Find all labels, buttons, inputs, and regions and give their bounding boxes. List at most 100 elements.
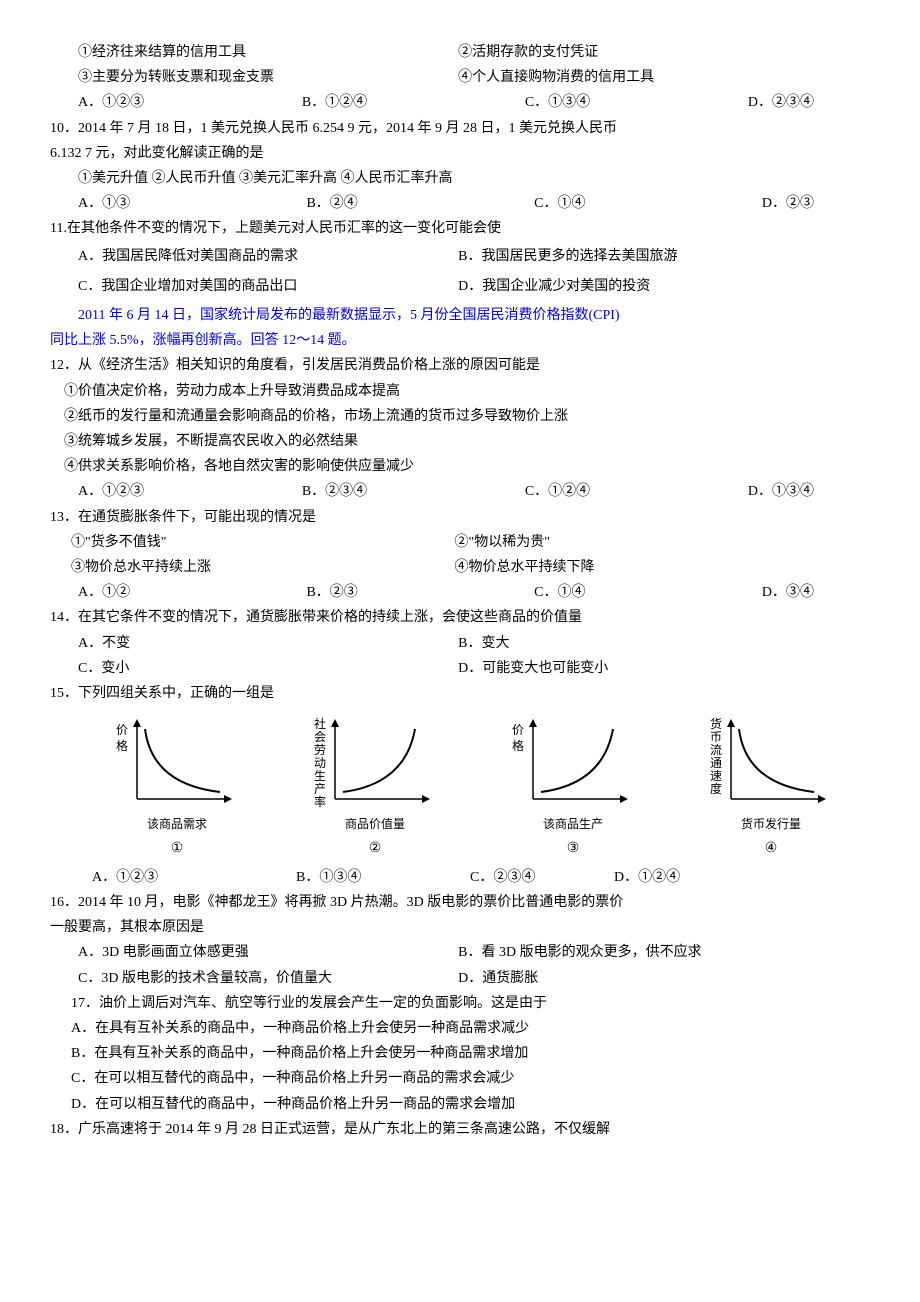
chart-4-yl3: 流 (710, 743, 722, 757)
q9-C: C．①③④ (525, 90, 590, 115)
q12-o4: ④供求关系影响价格，各地自然灾害的影响使供应量减少 (50, 454, 870, 479)
q17-C: C．在可以相互替代的商品中，一种商品价格上升另一商品的需求会减少 (50, 1066, 870, 1091)
q12-A: A．①②③ (78, 479, 144, 504)
context-l1: 2011 年 6 月 14 日，国家统计局发布的最新数据显示，5 月份全国居民消… (50, 303, 870, 328)
q15-C: C．②③④ (470, 865, 590, 890)
q15-B: B．①③④ (296, 865, 446, 890)
chart-2-yl7: 率 (314, 794, 326, 809)
chart-1-ylabel-2: 格 (116, 738, 128, 753)
q11-row2: C．我国企业增加对美国的商品出口 D．我国企业减少对美国的投资 (50, 272, 870, 303)
q13-o4: ④物价总水平持续下降 (455, 555, 839, 580)
q15-stem: 15．下列四组关系中，正确的一组是 (50, 681, 870, 706)
q11-row1: A．我国居民降低对美国商品的需求 B．我国居民更多的选择去美国旅游 (50, 242, 870, 273)
q10-C: C．①④ (534, 191, 585, 216)
q10-B: B．②④ (306, 191, 357, 216)
q13-o3: ③物价总水平持续上涨 (71, 555, 455, 580)
chart-2-yl4: 动 (314, 756, 326, 770)
chart-2-yl1: 社 (314, 716, 326, 731)
chart-2-yl3: 劳 (314, 743, 326, 757)
q12-D: D．①③④ (748, 479, 814, 504)
q13-choices: A．①② B．②③ C．①④ D．③④ (50, 580, 870, 605)
q10-opts-line: ①美元升值 ②人民币升值 ③美元汇率升高 ④人民币汇率升高 (50, 166, 870, 191)
q11-D: D．我国企业减少对美国的投资 (458, 272, 838, 303)
q10-D: D．②③ (762, 191, 814, 216)
q14-row2: C．变小 D．可能变大也可能变小 (50, 656, 870, 681)
q15-A: A．①②③ (92, 865, 272, 890)
q9-choices: A．①②③ B．①②④ C．①③④ D．②③④ (50, 90, 870, 115)
q9-opt2: ②活期存款的支付凭证 (458, 40, 838, 65)
q13-o1: ①"货多不值钱" (71, 530, 455, 555)
chart-2-yl6: 产 (314, 782, 326, 796)
q16-stem1: 16．2014 年 10 月，电影《神都龙王》将再掀 3D 片热潮。3D 版电影… (50, 890, 870, 915)
q10-stem2: 6.132 7 元，对此变化解读正确的是 (50, 141, 870, 166)
q17-B: B．在具有互补关系的商品中，一种商品价格上升会使另一种商品需求增加 (50, 1041, 870, 1066)
q9-opt1: ①经济往来结算的信用工具 (78, 40, 458, 65)
q9-B: B．①②④ (302, 90, 367, 115)
q9-opt3: ③主要分为转账支票和现金支票 (78, 65, 458, 90)
chart-3-num: ③ (498, 836, 648, 861)
q13-B: B．②③ (306, 580, 357, 605)
q9-A: A．①②③ (78, 90, 144, 115)
q12-choices: A．①②③ B．②③④ C．①②④ D．①③④ (50, 479, 870, 504)
q14-B: B．变大 (458, 631, 838, 656)
q16-stem2: 一般要高，其根本原因是 (50, 915, 870, 940)
chart-1-svg: 价 格 (112, 714, 242, 814)
q12-o3: ③统筹城乡发展，不断提高农民收入的必然结果 (50, 429, 870, 454)
chart-4: 货 币 流 通 速 度 货币发行量 ④ (696, 714, 846, 861)
q16-D: D．通货膨胀 (458, 966, 838, 991)
q10-choices: A．①③ B．②④ C．①④ D．②③ (50, 191, 870, 216)
q9-options-row1: ①经济往来结算的信用工具 ②活期存款的支付凭证 (50, 40, 870, 65)
chart-2-num: ② (300, 836, 450, 861)
q11-A: A．我国居民降低对美国商品的需求 (78, 242, 458, 273)
chart-2-xlabel: 商品价值量 (300, 814, 450, 836)
q16-row1: A．3D 电影画面立体感更强 B．看 3D 版电影的观众更多，供不应求 (50, 940, 870, 965)
q9-opt4: ④个人直接购物消费的信用工具 (458, 65, 838, 90)
q16-A: A．3D 电影画面立体感更强 (78, 940, 458, 965)
q16-B: B．看 3D 版电影的观众更多，供不应求 (458, 940, 838, 965)
q13-row1: ①"货多不值钱" ②"物以稀为贵" (50, 530, 870, 555)
chart-2-svg: 社 会 劳 动 生 产 率 (310, 714, 440, 814)
q17-D: D．在可以相互替代的商品中，一种商品价格上升另一商品的需求会增加 (50, 1092, 870, 1117)
q14-A: A．不变 (78, 631, 458, 656)
q13-D: D．③④ (762, 580, 814, 605)
q12-o1: ①价值决定价格，劳动力成本上升导致消费品成本提高 (50, 379, 870, 404)
chart-4-svg: 货 币 流 通 速 度 (706, 714, 836, 814)
q14-C: C．变小 (78, 656, 458, 681)
q17-A: A．在具有互补关系的商品中，一种商品价格上升会使另一种商品需求减少 (50, 1016, 870, 1041)
q10-A: A．①③ (78, 191, 130, 216)
q14-stem: 14．在其它条件不变的情况下，通货膨胀带来价格的持续上涨，会使这些商品的价值量 (50, 605, 870, 630)
q15-choices: A．①②③ B．①③④ C．②③④ D．①②④ (50, 865, 870, 890)
chart-4-xlabel: 货币发行量 (696, 814, 846, 836)
chart-4-num: ④ (696, 836, 846, 861)
chart-2-yl2: 会 (314, 730, 326, 744)
chart-3-yl2: 格 (512, 738, 524, 753)
chart-1: 价 格 该商品需求 ① (102, 714, 252, 861)
q12-stem: 12．从《经济生活》相关知识的角度看，引发居民消费品价格上涨的原因可能是 (50, 353, 870, 378)
q17-stem: 17．油价上调后对汽车、航空等行业的发展会产生一定的负面影响。这是由于 (50, 991, 870, 1016)
chart-4-yl6: 度 (710, 781, 722, 796)
q13-o2: ②"物以稀为贵" (455, 530, 839, 555)
q9-D: D．②③④ (748, 90, 814, 115)
q13-stem: 13．在通货膨胀条件下，可能出现的情况是 (50, 505, 870, 530)
q12-B: B．②③④ (302, 479, 367, 504)
q14-row1: A．不变 B．变大 (50, 631, 870, 656)
chart-4-yl4: 通 (710, 756, 722, 770)
q12-o2: ②纸币的发行量和流通量会影响商品的价格，市场上流通的货币过多导致物价上涨 (50, 404, 870, 429)
chart-2-yl5: 生 (314, 769, 326, 783)
q9-options-row2: ③主要分为转账支票和现金支票 ④个人直接购物消费的信用工具 (50, 65, 870, 90)
q16-row2: C．3D 版电影的技术含量较高，价值量大 D．通货膨胀 (50, 966, 870, 991)
q15-D: D．①②④ (614, 865, 680, 890)
q11-stem: 11.在其他条件不变的情况下，上题美元对人民币汇率的这一变化可能会使 (50, 216, 870, 241)
chart-4-yl5: 速 (710, 769, 722, 783)
chart-4-yl2: 币 (710, 730, 722, 744)
q18-stem: 18．广乐高速将于 2014 年 9 月 28 日正式运营，是从广东北上的第三条… (50, 1117, 870, 1142)
chart-3-yl1: 价 (512, 723, 524, 737)
chart-3: 价 格 该商品生产 ③ (498, 714, 648, 861)
chart-1-xlabel: 该商品需求 (102, 814, 252, 836)
chart-1-num: ① (102, 836, 252, 861)
chart-1-ylabel-1: 价 (116, 723, 128, 737)
q11-C: C．我国企业增加对美国的商品出口 (78, 272, 458, 303)
q15-charts: 价 格 该商品需求 ① 社 会 劳 动 生 产 率 商品价值量 ② (78, 714, 870, 861)
q13-row2: ③物价总水平持续上涨 ④物价总水平持续下降 (50, 555, 870, 580)
q14-D: D．可能变大也可能变小 (458, 656, 838, 681)
